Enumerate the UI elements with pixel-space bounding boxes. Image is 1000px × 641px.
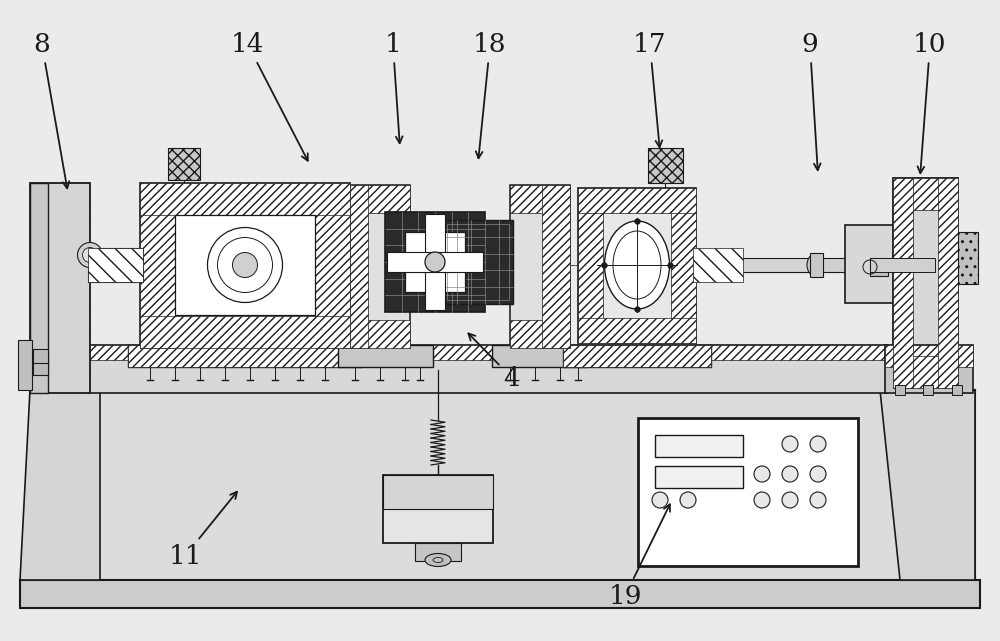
- Bar: [443, 220, 513, 304]
- Bar: [810, 253, 823, 277]
- Ellipse shape: [78, 242, 103, 267]
- Ellipse shape: [82, 247, 98, 263]
- Bar: [510, 185, 570, 213]
- Ellipse shape: [807, 254, 823, 276]
- Bar: [638, 418, 858, 566]
- Bar: [492, 345, 587, 367]
- Bar: [958, 232, 978, 284]
- Text: 8: 8: [34, 33, 69, 188]
- Bar: [578, 188, 603, 343]
- Ellipse shape: [782, 436, 798, 452]
- Bar: [385, 212, 485, 312]
- Bar: [33, 363, 48, 375]
- Ellipse shape: [604, 221, 670, 309]
- Bar: [405, 232, 465, 292]
- Bar: [140, 183, 350, 215]
- Polygon shape: [880, 390, 975, 580]
- Bar: [870, 258, 888, 276]
- Ellipse shape: [810, 436, 826, 452]
- Ellipse shape: [810, 466, 826, 482]
- Bar: [695, 258, 815, 272]
- Ellipse shape: [232, 253, 258, 278]
- Bar: [88, 345, 888, 393]
- Text: 19: 19: [608, 504, 670, 608]
- Ellipse shape: [208, 228, 283, 303]
- Bar: [30, 183, 48, 393]
- Bar: [140, 316, 350, 348]
- Bar: [671, 188, 696, 343]
- Bar: [350, 185, 410, 213]
- Ellipse shape: [652, 492, 668, 508]
- Ellipse shape: [782, 492, 798, 508]
- Bar: [168, 148, 200, 180]
- Bar: [18, 340, 32, 390]
- Polygon shape: [20, 390, 100, 580]
- Ellipse shape: [782, 466, 798, 482]
- Bar: [885, 345, 973, 367]
- Bar: [563, 345, 711, 367]
- Bar: [893, 178, 958, 388]
- Bar: [510, 185, 570, 348]
- Bar: [893, 178, 958, 210]
- Bar: [387, 252, 483, 272]
- Bar: [383, 475, 493, 543]
- Bar: [510, 320, 570, 348]
- Ellipse shape: [810, 492, 826, 508]
- Text: 18: 18: [473, 33, 507, 158]
- Bar: [350, 185, 368, 348]
- Ellipse shape: [754, 466, 770, 482]
- Bar: [350, 185, 410, 348]
- Bar: [693, 248, 743, 282]
- Ellipse shape: [754, 492, 770, 508]
- Bar: [578, 318, 696, 343]
- Bar: [655, 466, 743, 488]
- Text: 17: 17: [633, 33, 667, 147]
- Bar: [338, 345, 433, 367]
- Bar: [952, 385, 962, 395]
- Bar: [20, 580, 980, 608]
- Bar: [893, 356, 958, 388]
- Text: 1: 1: [385, 33, 403, 143]
- Bar: [128, 345, 362, 367]
- Bar: [870, 258, 935, 272]
- Text: 9: 9: [802, 33, 821, 171]
- Bar: [447, 224, 509, 300]
- Bar: [140, 183, 350, 348]
- Bar: [88, 248, 143, 282]
- Bar: [895, 385, 905, 395]
- Bar: [315, 183, 350, 348]
- Text: 10: 10: [913, 33, 947, 173]
- Bar: [30, 183, 90, 393]
- Bar: [578, 188, 696, 343]
- Bar: [415, 543, 461, 561]
- Bar: [542, 185, 570, 348]
- Text: 14: 14: [231, 33, 308, 161]
- Bar: [885, 345, 973, 393]
- Ellipse shape: [680, 492, 696, 508]
- Ellipse shape: [425, 553, 451, 567]
- Bar: [820, 258, 870, 272]
- Bar: [383, 475, 493, 509]
- Bar: [88, 345, 888, 360]
- Bar: [128, 345, 362, 367]
- Text: 11: 11: [168, 492, 237, 569]
- Ellipse shape: [425, 252, 445, 272]
- Bar: [648, 148, 683, 183]
- Bar: [938, 178, 958, 388]
- Bar: [88, 248, 143, 282]
- Bar: [175, 215, 315, 315]
- Text: 4: 4: [468, 333, 520, 390]
- Bar: [140, 183, 175, 348]
- Bar: [923, 385, 933, 395]
- Bar: [893, 178, 913, 388]
- Bar: [578, 188, 696, 213]
- Bar: [563, 345, 711, 367]
- Bar: [655, 435, 743, 457]
- Bar: [425, 214, 445, 310]
- Bar: [33, 349, 48, 364]
- Bar: [350, 320, 410, 348]
- Bar: [845, 225, 895, 303]
- Bar: [30, 390, 975, 595]
